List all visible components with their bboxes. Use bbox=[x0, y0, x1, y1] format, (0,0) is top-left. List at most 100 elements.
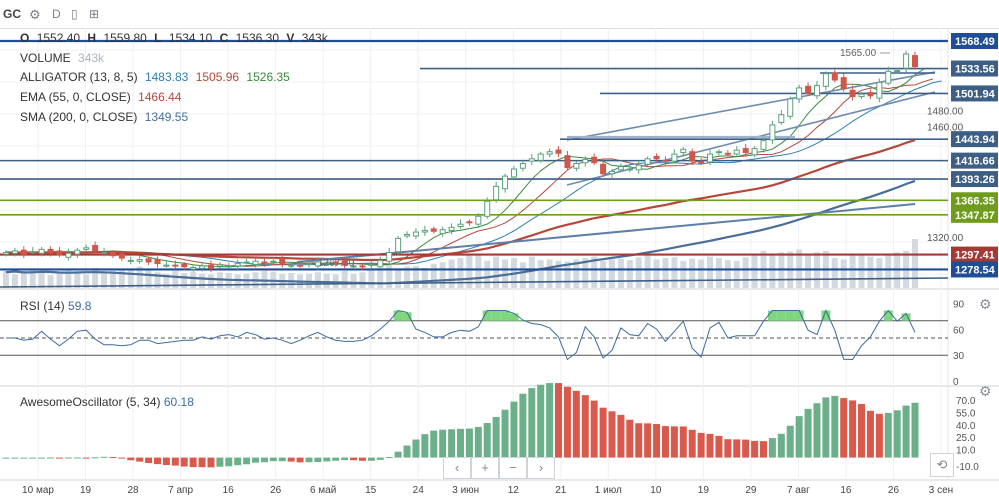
price-label-text: 1568.49 bbox=[955, 36, 995, 48]
candle-body bbox=[537, 153, 544, 161]
zoom-in-button[interactable]: + bbox=[471, 457, 499, 479]
legend-alligator[interactable]: ALLIGATOR (13, 8, 5) 1483.83 1505.96 152… bbox=[20, 70, 294, 84]
ao-bar bbox=[893, 410, 901, 458]
ao-bar bbox=[822, 397, 830, 458]
ao-bar bbox=[100, 456, 108, 458]
ao-bar bbox=[519, 393, 527, 458]
ao-bar bbox=[367, 457, 375, 461]
price-label-tag bbox=[951, 261, 998, 278]
candle-body bbox=[591, 156, 598, 164]
ao-bar bbox=[29, 457, 37, 459]
volume-bar bbox=[172, 270, 179, 288]
candle-body bbox=[457, 223, 464, 228]
rsi-settings-icon[interactable]: ⚙ bbox=[979, 296, 992, 312]
price-label-tag bbox=[951, 33, 998, 50]
compare-icon[interactable]: ⊞ bbox=[89, 7, 100, 21]
rsi-overbought-fill bbox=[883, 310, 893, 321]
volume-bar bbox=[199, 273, 206, 288]
candle-body bbox=[510, 168, 517, 178]
candle-body bbox=[671, 153, 678, 162]
candle-body bbox=[29, 251, 36, 254]
volume-bar bbox=[109, 270, 116, 288]
zoom-out-button[interactable]: − bbox=[499, 457, 527, 479]
ao-settings-icon[interactable]: ⚙ bbox=[979, 383, 992, 399]
volume-bar bbox=[689, 258, 696, 288]
volume-bar bbox=[680, 260, 687, 288]
chart-type-icon[interactable]: ▯ bbox=[71, 7, 78, 21]
rsi-overbought-fill bbox=[509, 313, 519, 321]
volume-bar bbox=[3, 270, 9, 288]
scroll-forward-button[interactable]: › bbox=[527, 457, 555, 479]
ao-bar bbox=[118, 457, 126, 459]
rsi-tick-label: 0 bbox=[953, 377, 959, 388]
volume-value-short: 343k bbox=[301, 31, 328, 45]
ao-bar bbox=[109, 456, 117, 458]
symbol-label[interactable]: GC bbox=[3, 7, 21, 21]
ao-bar bbox=[795, 416, 803, 458]
volume-bar bbox=[145, 270, 152, 288]
x-tick-label: 16 bbox=[840, 485, 852, 496]
volume-bar bbox=[412, 265, 419, 288]
x-tick-label: 7 апр bbox=[168, 485, 193, 496]
price-tick-label: 1460.00 bbox=[927, 122, 964, 133]
candle-body bbox=[288, 264, 295, 267]
alligator-teeth-line bbox=[23, 78, 933, 267]
candle-body bbox=[626, 168, 633, 171]
candle-body bbox=[876, 81, 883, 99]
legend-ema[interactable]: EMA (55, 0, CLOSE) 1466.44 bbox=[20, 90, 185, 104]
candle-body bbox=[430, 228, 437, 232]
scroll-back-button[interactable]: ‹ bbox=[443, 457, 471, 479]
legend-rsi[interactable]: RSI (14) 59.8 bbox=[20, 299, 91, 313]
rsi-overbought-fill bbox=[393, 310, 403, 321]
ao-bar bbox=[733, 439, 741, 458]
ao-bar bbox=[412, 439, 420, 458]
volume-bar bbox=[609, 259, 615, 288]
volume-bar bbox=[724, 260, 731, 288]
candle-body bbox=[323, 262, 330, 265]
alligator-teeth-value: 1505.96 bbox=[195, 70, 240, 84]
candle-body bbox=[689, 151, 696, 162]
ao-bar bbox=[332, 457, 340, 461]
volume-bar bbox=[626, 260, 633, 288]
legend-ao[interactable]: AwesomeOscillator (5, 34) 60.18 bbox=[20, 395, 194, 409]
ao-bar bbox=[47, 457, 55, 459]
volume-bar bbox=[502, 259, 509, 288]
volume-bar bbox=[154, 272, 161, 288]
volume-bar bbox=[466, 253, 473, 288]
ao-name: AwesomeOscillator (5, 34) bbox=[20, 395, 161, 409]
candle-body bbox=[742, 148, 749, 153]
candle-body bbox=[74, 249, 81, 255]
volume-bar bbox=[83, 274, 90, 288]
ao-bar bbox=[2, 457, 10, 459]
legend-sma[interactable]: SMA (200, 0, CLOSE) 1349.55 bbox=[20, 110, 192, 124]
x-tick-label: 29 bbox=[745, 485, 757, 496]
ao-pane: 70.0 55.040.025.010.0 -10.0 bbox=[2, 383, 979, 473]
ao-bar bbox=[243, 457, 251, 465]
ao-bar bbox=[474, 426, 482, 458]
ao-bar bbox=[688, 429, 696, 458]
volume-bar bbox=[671, 257, 678, 288]
toolbar-separator bbox=[0, 28, 999, 29]
rsi-line bbox=[6, 309, 916, 361]
price-tick-label: 1320.00 bbox=[927, 233, 964, 244]
candle-body bbox=[813, 85, 820, 97]
candle-body bbox=[38, 248, 45, 254]
interval-label[interactable]: D bbox=[52, 7, 61, 21]
volume-bar bbox=[38, 273, 45, 288]
volume-bar bbox=[101, 272, 108, 288]
volume-bar bbox=[20, 272, 27, 288]
ao-bar bbox=[394, 451, 402, 458]
candle-body bbox=[101, 252, 108, 255]
legend-volume[interactable]: VOLUME 343k bbox=[20, 51, 108, 65]
open-label: O bbox=[20, 31, 30, 45]
candle-body bbox=[439, 229, 446, 235]
reset-icon[interactable]: ⟲ bbox=[930, 453, 954, 477]
candle-body bbox=[528, 158, 535, 162]
gear-icon[interactable]: ⚙ bbox=[29, 7, 41, 22]
price-tick-label: 1480.00 bbox=[927, 107, 964, 118]
candle-body bbox=[662, 159, 669, 162]
ao-bar bbox=[528, 388, 536, 458]
ao-bar bbox=[626, 419, 634, 458]
candle-body bbox=[92, 244, 99, 252]
